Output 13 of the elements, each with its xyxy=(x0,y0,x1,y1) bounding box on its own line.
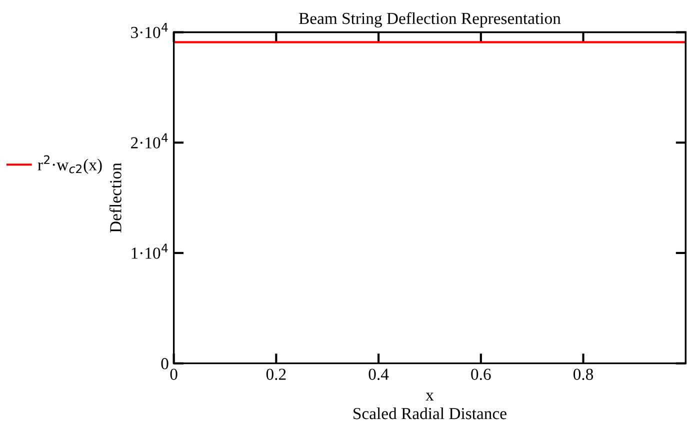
x-tick-label: 0 xyxy=(170,368,178,380)
y-tick-label: 2·10$^{4}$ xyxy=(131,133,168,148)
chart-title: Beam String Deflection Representation xyxy=(298,12,561,28)
legend-label: r$^{2}$·w$_{c2}$(x) xyxy=(38,155,102,174)
x-tick-label: 0.2 xyxy=(266,368,286,380)
x-tick-label: 0.6 xyxy=(471,368,491,380)
y-tick-label: 3·10$^{4}$ xyxy=(131,23,168,38)
x-tick-label: 0.8 xyxy=(573,368,594,380)
x-axis-title: x Scaled Radial Distance xyxy=(354,392,506,420)
x-tick-label: 0.4 xyxy=(368,368,389,380)
y-tick-label: 0 xyxy=(161,358,168,370)
y-axis-title: Deflection xyxy=(109,162,122,232)
y-tick-label: 1·10$^{4}$ xyxy=(132,244,168,259)
